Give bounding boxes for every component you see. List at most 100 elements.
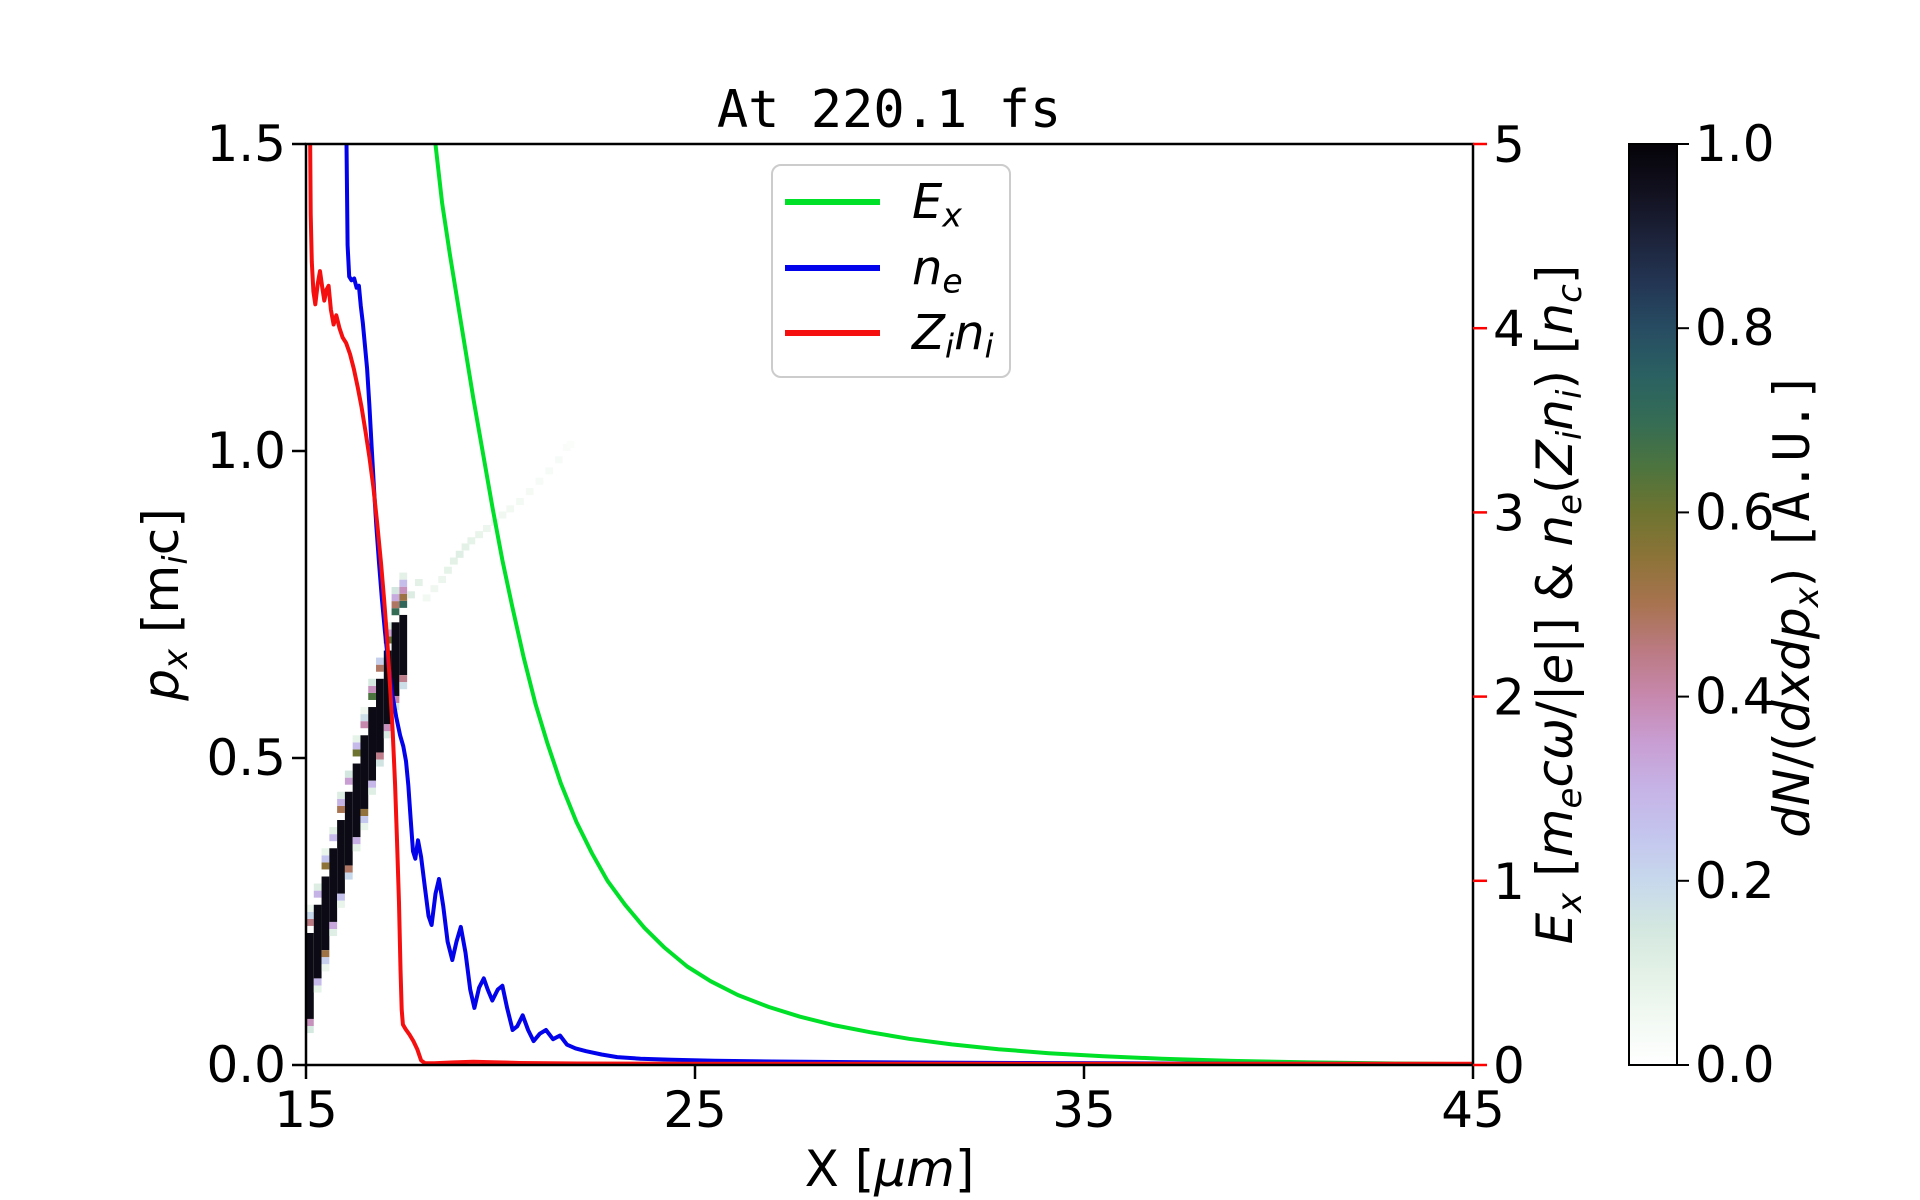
- heatmap-streak-core: [352, 763, 361, 838]
- y-right-tick-label: 1: [1493, 853, 1525, 911]
- heatmap-cell: [352, 749, 361, 757]
- heatmap-cell: [344, 770, 353, 778]
- heatmap-cell: [376, 664, 384, 672]
- heatmap-streak-core: [391, 622, 400, 696]
- heatmap-cell: [321, 957, 330, 965]
- series-lines: [308, 144, 1473, 1065]
- heatmap-cell: [566, 440, 575, 448]
- heatmap-cell: [461, 543, 470, 551]
- heatmap-cell: [329, 928, 338, 937]
- heatmap-cell: [444, 566, 452, 574]
- heatmap-cell: [306, 1018, 314, 1027]
- y-right-tick-label: 4: [1493, 300, 1525, 358]
- heatmap-cell: [368, 780, 377, 788]
- heatmap-cell: [399, 586, 408, 594]
- heatmap-cell: [399, 593, 408, 601]
- heatmap-cell: [376, 752, 384, 760]
- heatmap-cell: [352, 837, 361, 845]
- heatmap-cell: [337, 900, 345, 908]
- heatmap-cell: [525, 488, 534, 496]
- heatmap-cell: [321, 964, 330, 972]
- heatmap-streak-core: [337, 820, 345, 894]
- colorbar-tick-label: 0.0: [1695, 1036, 1775, 1094]
- legend-label-Ex: Ex: [912, 174, 962, 235]
- heatmap-cell: [337, 893, 345, 901]
- heatmap-streak-core: [329, 848, 338, 922]
- heatmap-cell: [352, 735, 361, 743]
- heatmap-cell: [449, 557, 458, 565]
- heatmap-cell: [422, 594, 431, 602]
- heatmap-cell: [321, 848, 330, 856]
- colorbar-tick-label: 0.4: [1695, 668, 1775, 726]
- heatmap-cell: [368, 692, 377, 700]
- heatmap-cell: [368, 678, 377, 686]
- y-left-axis-label: px [mic]: [132, 508, 196, 701]
- heatmap-cell: [337, 791, 345, 799]
- heatmap-cell: [399, 600, 408, 608]
- heatmap-cell: [391, 695, 400, 704]
- series-line-ne: [344, 144, 1473, 1065]
- y-right-tick-label: 3: [1493, 484, 1525, 542]
- heatmap-cell: [306, 904, 314, 912]
- heatmap-cell: [337, 798, 345, 806]
- y-right-tick-label: 0: [1493, 1037, 1525, 1095]
- heatmap-cell: [321, 862, 330, 870]
- heatmap-cell: [455, 550, 464, 558]
- colorbar-tick-label: 0.6: [1695, 483, 1775, 541]
- phase-space-heatmap: [306, 440, 575, 1034]
- x-tick-label: 15: [274, 1081, 338, 1139]
- x-tick-label: 35: [1052, 1081, 1116, 1139]
- legend-box: [771, 164, 1011, 378]
- heatmap-cell: [414, 579, 423, 587]
- plot-title: At 220.1 fs: [717, 80, 1061, 140]
- y-right-tick-label: 2: [1493, 669, 1525, 727]
- heatmap-cell: [399, 675, 408, 683]
- colorbar-tick-label: 0.8: [1695, 299, 1775, 357]
- heatmap-cell: [475, 531, 483, 539]
- heatmap-cell: [391, 608, 400, 616]
- y-right-axis-label: Ex [mecω/|e|] & ne(Zini) [nc]: [1526, 265, 1590, 945]
- heatmap-streak-core: [368, 707, 377, 781]
- heatmap-cell: [360, 816, 369, 824]
- heatmap-cell: [391, 587, 400, 595]
- heatmap-cell: [376, 657, 384, 665]
- heatmap-cell: [313, 978, 322, 986]
- heatmap-cell: [344, 872, 353, 880]
- heatmap-cell: [352, 844, 361, 852]
- heatmap-cell: [344, 865, 353, 873]
- y-left-tick-label: 1.0: [206, 422, 286, 480]
- heatmap-cell: [360, 714, 369, 722]
- heatmap-cell: [321, 855, 330, 863]
- heatmap-streak-core: [360, 735, 369, 809]
- heatmap-cell: [438, 575, 447, 584]
- heatmap-cell: [360, 823, 369, 831]
- heatmap-cell: [360, 721, 369, 729]
- heatmap-cell: [399, 579, 408, 587]
- heatmap-cell: [360, 808, 369, 817]
- heatmap-cell: [313, 890, 322, 898]
- legend-label-ne: ne: [912, 240, 963, 301]
- heatmap-cell: [482, 524, 491, 533]
- x-axis-label: X [μm]: [805, 1140, 975, 1198]
- y-left-tick-label: 1.5: [206, 115, 286, 173]
- heatmap-streak-core: [376, 678, 384, 753]
- legend-label-Zini: Zini: [910, 305, 994, 366]
- heatmap-cell: [329, 834, 338, 842]
- heatmap-cell: [498, 511, 507, 519]
- heatmap-cell: [383, 724, 392, 732]
- heatmap-cell: [516, 497, 524, 506]
- colorbar-axis-label: dN/(dxdpx) [A.U.]: [1763, 371, 1827, 838]
- series-line-Zini: [308, 144, 1473, 1065]
- heatmap-streak-core: [321, 876, 330, 951]
- heatmap-cell: [368, 685, 377, 693]
- heatmap-cell: [368, 787, 377, 795]
- heatmap-cell: [313, 985, 322, 993]
- heatmap-cell: [399, 572, 408, 580]
- y-left-tick-label: 0.0: [206, 1036, 286, 1094]
- heatmap-cell: [306, 918, 314, 926]
- heatmap-cell: [306, 1026, 314, 1034]
- heatmap-cell: [321, 950, 330, 958]
